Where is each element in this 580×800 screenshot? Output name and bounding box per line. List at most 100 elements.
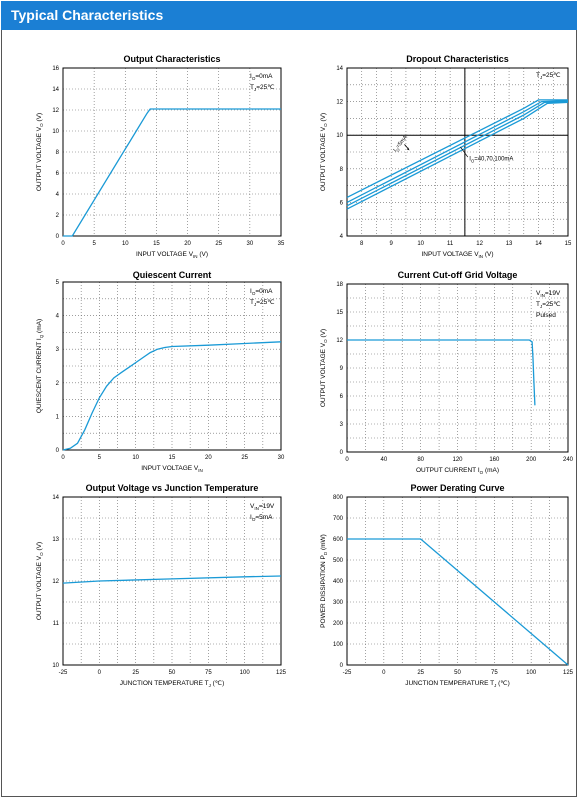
grid-minor	[63, 68, 281, 236]
y-tick-label: 6	[340, 200, 344, 206]
y-tick-label: 4	[340, 234, 344, 240]
condition-label: IO=0mA	[250, 288, 273, 296]
curve-label: IO=5mA	[392, 134, 409, 154]
x-axis-label: INPUT VOLTAGE VIN (V)	[421, 251, 493, 259]
x-tick-label: -25	[59, 670, 68, 676]
x-tick-label: 75	[491, 670, 498, 676]
quiescent-chart: Quiescent Current 0 5 10 15 20 25 30 0 1 2 3 4 5 INPUT…	[36, 270, 285, 473]
y-tick-label: 3	[56, 347, 60, 353]
series-line	[346, 99, 568, 198]
x-tick-label: 5	[92, 241, 96, 247]
y-tick-label: 10	[336, 133, 343, 139]
y-tick-label: 14	[336, 66, 343, 72]
y-tick-label: 4	[56, 192, 60, 198]
grid-minor	[347, 284, 568, 452]
dropout-chart: Dropout Characteristics 8 9 10 11 12 13 14 15 4 6 8…	[320, 54, 572, 259]
x-tick-label: 125	[563, 670, 574, 676]
condition-label: TJ=25℃	[536, 72, 561, 80]
y-tick-label: 14	[52, 495, 59, 501]
x-tick-label: 30	[247, 241, 254, 247]
y-tick-label: 4	[56, 314, 60, 320]
x-tick-label: 120	[452, 457, 463, 463]
y-tick-label: 12	[336, 100, 343, 106]
x-tick-label: 10	[122, 241, 129, 247]
plot-frame	[346, 496, 569, 666]
x-axis-label: JUNCTION TEMPERATURE TJ (℃)	[120, 680, 225, 688]
output-chart: Output Characteristics 0 5 10 15 20 25 30 35 0 2 4 6…	[36, 54, 285, 259]
grid-minor	[63, 282, 281, 450]
x-axis-label: INPUT VOLTAGE VIN (V)	[136, 251, 208, 259]
curve-label: IO=40,70,100mA	[469, 156, 513, 163]
condition-label: TJ=25℃	[250, 299, 275, 307]
condition-label: VIN=19V	[250, 503, 275, 511]
series-line	[346, 100, 569, 203]
x-tick-label: 80	[417, 457, 424, 463]
y-tick-label: 10	[52, 129, 59, 135]
x-tick-label: 25	[417, 670, 424, 676]
y-tick-label: 0	[340, 450, 344, 456]
y-tick-label: 600	[333, 537, 344, 543]
y-axis-label: OUTPUT VOLTAGE VO (V)	[320, 113, 328, 191]
plot-frame	[62, 281, 282, 451]
y-tick-label: 2	[56, 213, 60, 219]
x-axis-label: INPUT VOLTAGE VIN	[141, 465, 203, 473]
x-tick-label: 14	[535, 241, 542, 247]
y-tick-label: 2	[56, 381, 60, 387]
y-tick-label: 11	[53, 621, 60, 627]
y-tick-label: 0	[56, 448, 60, 454]
y-tick-label: 12	[336, 338, 343, 344]
x-tick-label: 25	[215, 241, 222, 247]
x-tick-label: 9	[390, 241, 394, 247]
series-line	[346, 101, 569, 210]
x-axis-label: JUNCTION TEMPERATURE TJ (℃)	[405, 680, 510, 688]
x-tick-label: 50	[454, 670, 461, 676]
y-tick-label: 18	[336, 282, 343, 288]
y-tick-label: 14	[52, 87, 59, 93]
chart-title: Quiescent Current	[133, 270, 212, 280]
x-tick-label: 10	[132, 455, 139, 461]
y-tick-label: 10	[52, 663, 59, 669]
x-tick-label: 125	[276, 670, 287, 676]
series-line	[62, 341, 282, 451]
condition-label: IO=5mA	[250, 514, 273, 522]
y-tick-label: 15	[336, 310, 343, 316]
y-tick-label: 700	[333, 516, 344, 522]
plot-frame	[62, 67, 282, 237]
plot-frame	[62, 496, 282, 666]
x-tick-label: 11	[447, 241, 454, 247]
x-tick-label: 160	[489, 457, 500, 463]
y-tick-label: 13	[52, 537, 59, 543]
x-tick-label: 25	[241, 455, 248, 461]
chart-title: Dropout Characteristics	[406, 54, 509, 64]
x-tick-label: 20	[205, 455, 212, 461]
y-axis-label: OUTPUT VOLTAGE VO (V)	[320, 329, 328, 407]
chart-title: Output Voltage vs Junction Temperature	[86, 483, 259, 493]
derating-chart: Power Derating Curve-25 0 25 50 75 100 1250100…	[320, 483, 574, 688]
series-line	[347, 339, 536, 406]
chart-title: Current Cut-off Grid Voltage	[398, 270, 518, 280]
series-line	[63, 108, 281, 237]
y-tick-label: 0	[56, 234, 60, 240]
x-tick-label: 0	[98, 670, 102, 676]
series-line	[62, 575, 282, 584]
y-tick-label: 5	[56, 280, 60, 286]
x-tick-label: 15	[153, 241, 160, 247]
y-tick-label: 200	[333, 621, 344, 627]
y-axis-label: POWER DISSIPATION PD (mW)	[320, 534, 328, 628]
series-line	[347, 538, 569, 666]
x-tick-label: 200	[526, 457, 537, 463]
x-tick-label: 25	[132, 670, 139, 676]
x-tick-label: 15	[169, 455, 176, 461]
x-tick-label: 8	[360, 241, 364, 247]
x-tick-label: 20	[184, 241, 191, 247]
temperature-chart: Output Voltage vs Junction Temperature -2…	[36, 483, 287, 688]
y-tick-label: 9	[340, 366, 344, 372]
x-tick-label: 0	[382, 670, 386, 676]
y-tick-label: 400	[333, 579, 344, 585]
y-tick-label: 12	[52, 108, 59, 114]
x-tick-label: 0	[345, 457, 349, 463]
pointer-arrow	[406, 147, 410, 151]
y-tick-label: 16	[52, 66, 59, 72]
x-axis-label: OUTPUT CURRENT IO (mA)	[416, 467, 499, 475]
